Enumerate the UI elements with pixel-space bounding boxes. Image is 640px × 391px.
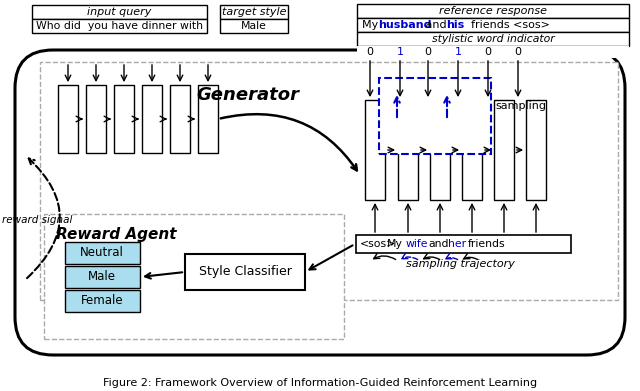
Text: input query: input query — [87, 7, 152, 17]
Bar — [170, 85, 190, 153]
Text: Style Classifier: Style Classifier — [198, 265, 291, 278]
Text: friends <sos>: friends <sos> — [464, 20, 550, 30]
Bar — [494, 100, 514, 200]
Bar — [185, 254, 305, 290]
Bar — [430, 100, 450, 200]
Text: 0: 0 — [515, 47, 522, 57]
Text: 0: 0 — [484, 47, 492, 57]
Text: her: her — [448, 239, 466, 249]
Text: My: My — [387, 239, 403, 249]
FancyBboxPatch shape — [15, 50, 625, 355]
Text: and: and — [428, 239, 449, 249]
Bar — [462, 100, 482, 200]
Bar — [65, 290, 140, 312]
Text: sampling trajectory: sampling trajectory — [406, 259, 515, 269]
Bar — [65, 266, 140, 288]
Text: wife: wife — [406, 239, 429, 249]
Bar — [142, 85, 162, 153]
Text: Reward Agent: Reward Agent — [56, 226, 177, 242]
Text: My: My — [362, 20, 381, 30]
Bar — [365, 100, 385, 200]
Text: Who did  you have dinner with: Who did you have dinner with — [36, 21, 203, 31]
Bar — [357, 4, 629, 18]
Bar — [44, 214, 344, 339]
Bar — [526, 100, 546, 200]
Text: 1: 1 — [454, 47, 461, 57]
Bar — [32, 19, 207, 33]
Bar — [357, 46, 629, 58]
Bar — [114, 85, 134, 153]
Bar — [356, 235, 571, 253]
Text: reward signal: reward signal — [2, 215, 72, 225]
Bar — [220, 19, 288, 33]
Bar — [357, 18, 629, 32]
Bar — [40, 62, 618, 300]
Text: <sos>: <sos> — [360, 239, 396, 249]
Text: target style: target style — [221, 7, 286, 17]
Text: Male: Male — [88, 271, 116, 283]
Bar — [398, 100, 418, 200]
Text: 0: 0 — [424, 47, 431, 57]
Text: Neutral: Neutral — [80, 246, 124, 260]
Text: stylistic word indicator: stylistic word indicator — [431, 34, 554, 44]
Bar — [32, 5, 207, 19]
Bar — [357, 32, 629, 46]
Text: Female: Female — [81, 294, 124, 307]
Text: wife: wife — [385, 101, 408, 111]
Text: 1: 1 — [397, 47, 403, 57]
Bar — [379, 78, 491, 154]
Bar — [86, 85, 106, 153]
Text: Generator: Generator — [196, 86, 300, 104]
Text: friends: friends — [468, 239, 506, 249]
Text: husband: husband — [378, 20, 431, 30]
Bar — [58, 85, 78, 153]
Text: Male: Male — [241, 21, 267, 31]
Bar — [198, 85, 218, 153]
Text: sampling: sampling — [495, 101, 546, 111]
Text: Figure 2: Framework Overview of Information-Guided Reinforcement Learning: Figure 2: Framework Overview of Informat… — [103, 378, 537, 388]
Bar — [220, 5, 288, 19]
Text: reference response: reference response — [439, 6, 547, 16]
Text: 0: 0 — [367, 47, 374, 57]
Text: his: his — [446, 20, 464, 30]
Bar — [65, 242, 140, 264]
Text: her: her — [438, 101, 456, 111]
Text: and: and — [422, 20, 450, 30]
